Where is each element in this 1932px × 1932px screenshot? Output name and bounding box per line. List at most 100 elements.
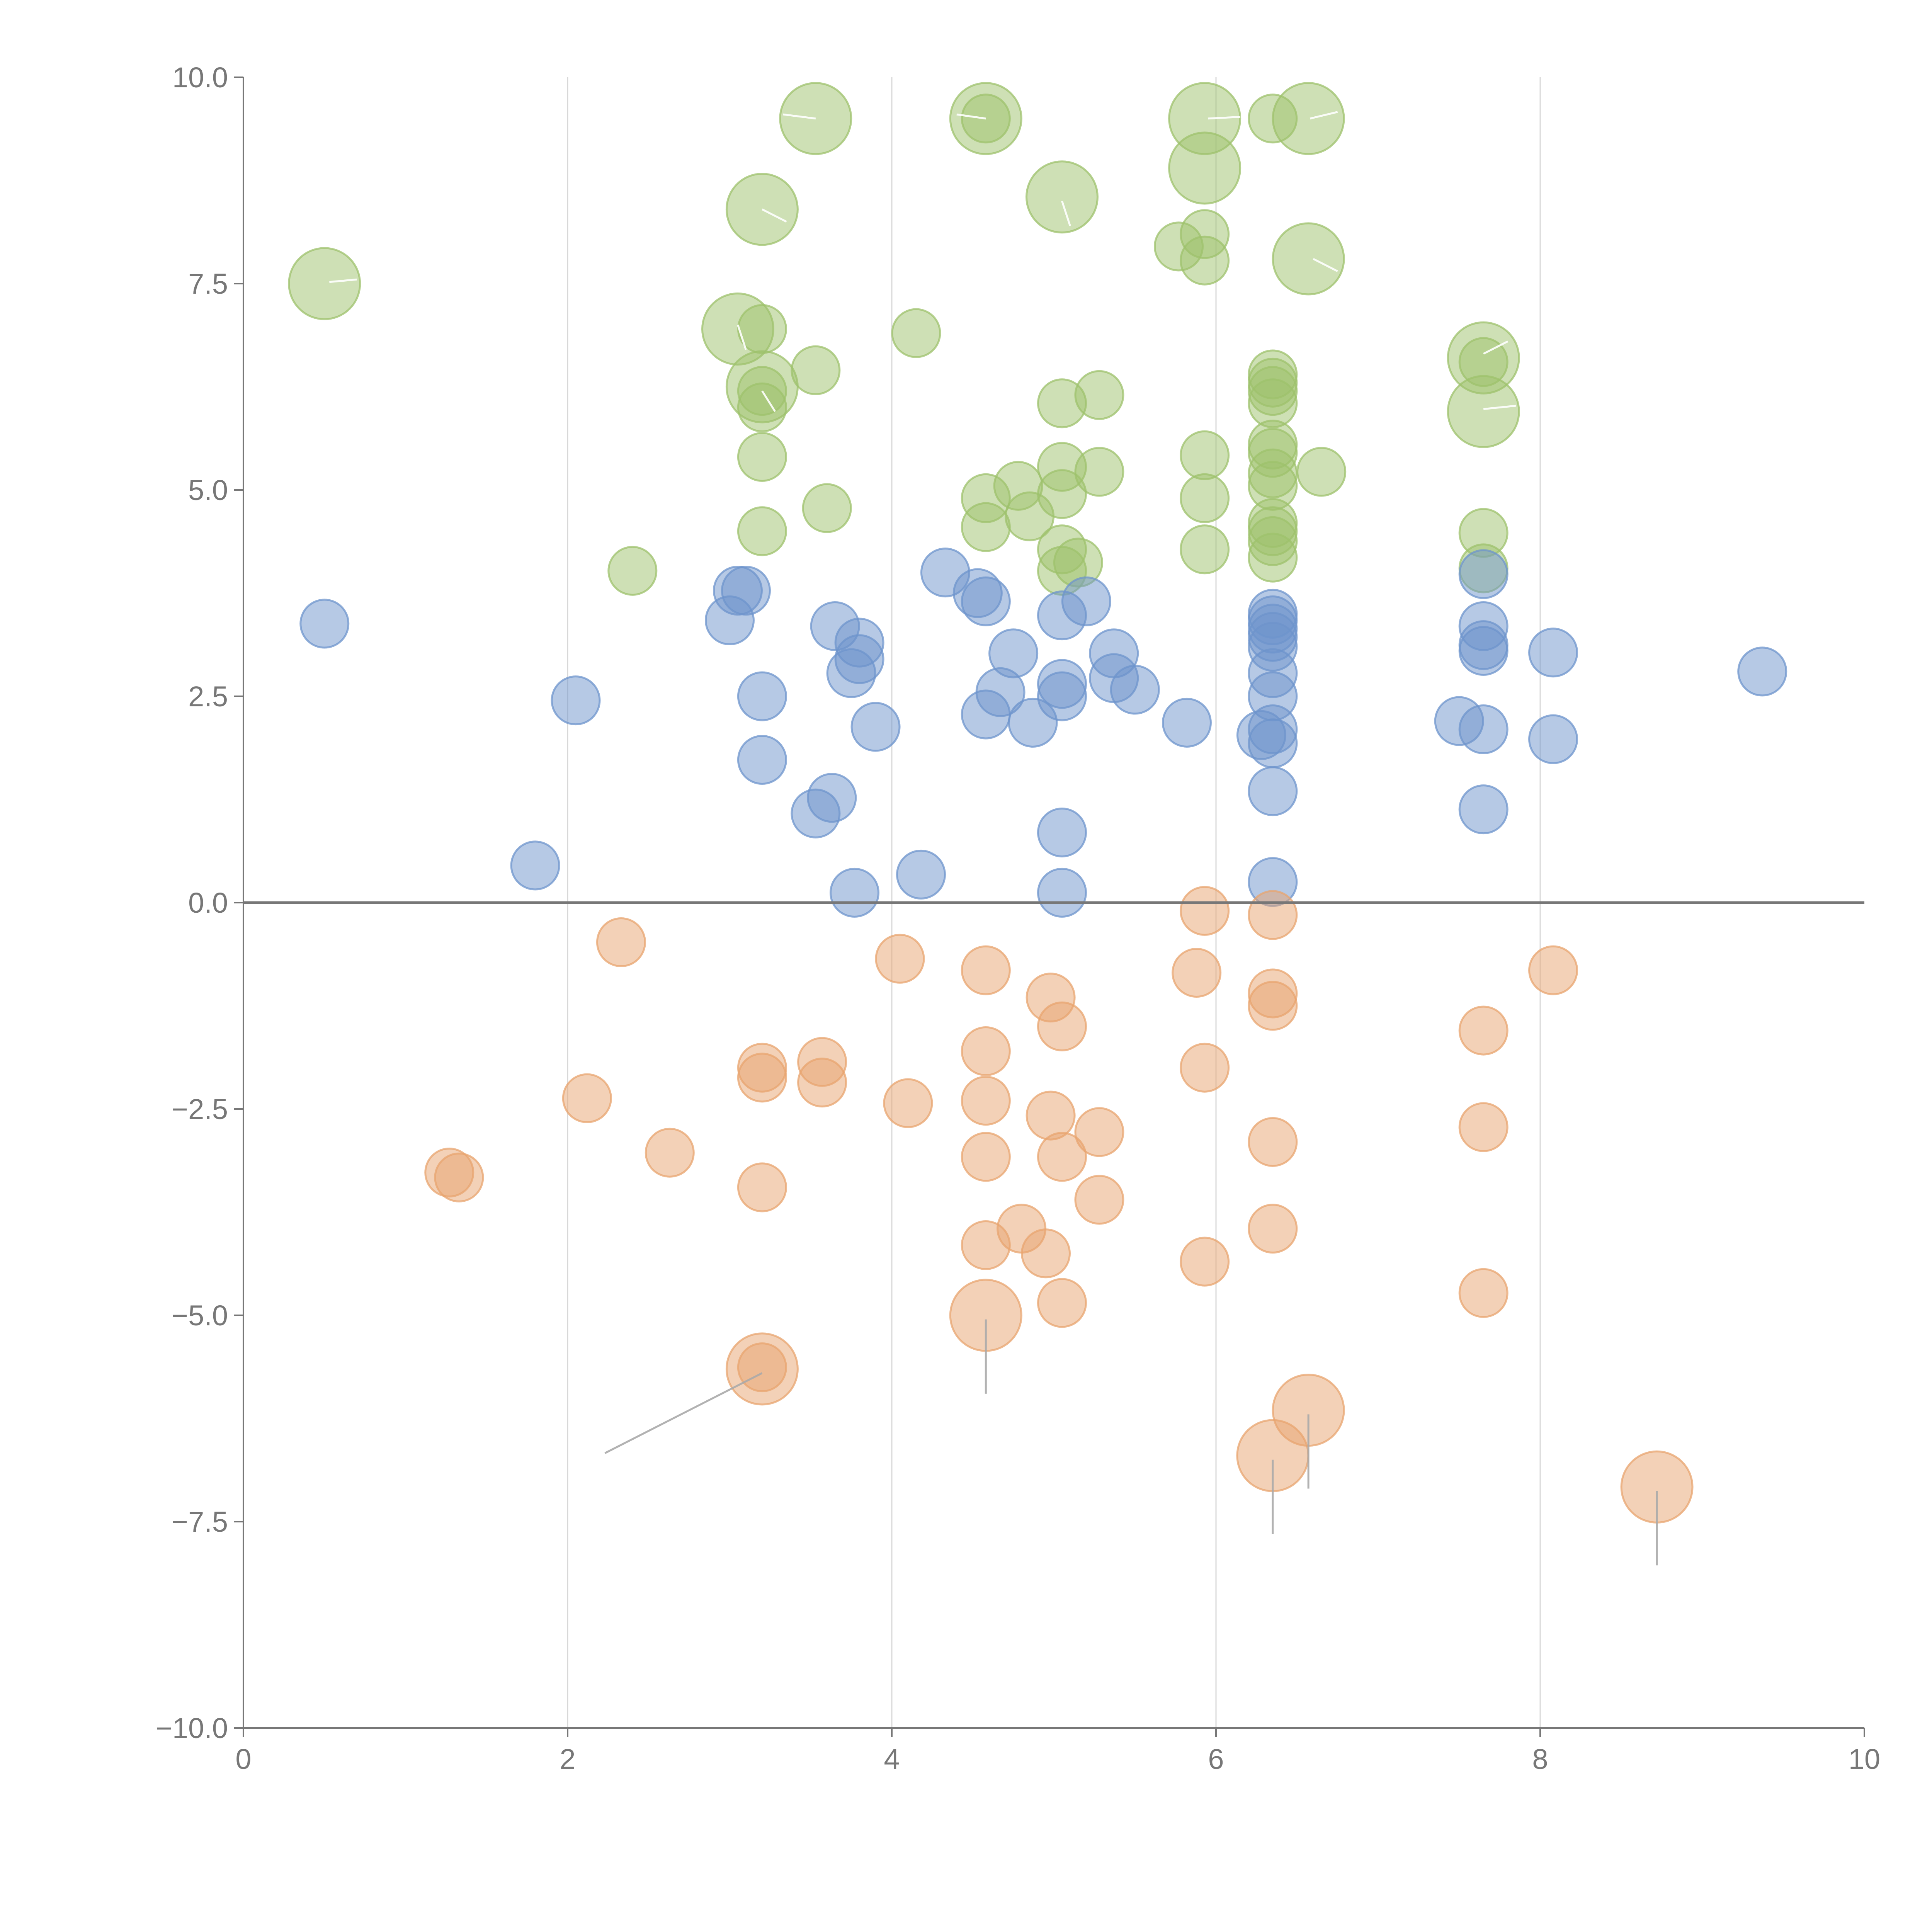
data-point-blue bbox=[850, 702, 901, 752]
data-point-green bbox=[1180, 235, 1230, 286]
data-point-orange bbox=[1248, 1204, 1298, 1254]
data-point-green bbox=[737, 432, 787, 482]
y-tick-label: 7.5 bbox=[188, 268, 228, 300]
data-point-blue bbox=[737, 735, 787, 785]
data-point-orange bbox=[1180, 886, 1230, 936]
data-point-orange bbox=[875, 934, 925, 984]
annotation-leader-line bbox=[1483, 340, 1509, 355]
x-tick-label: 2 bbox=[560, 1743, 575, 1775]
x-tick-label: 4 bbox=[884, 1743, 900, 1775]
data-point-orange bbox=[1458, 1268, 1509, 1318]
data-point-blue bbox=[1008, 697, 1058, 748]
annotation-leader-line bbox=[329, 278, 357, 283]
data-point-orange bbox=[797, 1058, 847, 1108]
data-point-green bbox=[607, 546, 658, 596]
x-tick-label: 8 bbox=[1532, 1743, 1548, 1775]
data-point-blue bbox=[826, 648, 876, 698]
data-point-green bbox=[725, 173, 799, 246]
annotation-leader-line bbox=[737, 325, 747, 350]
data-point-green bbox=[891, 308, 941, 358]
data-point-orange bbox=[645, 1128, 695, 1178]
data-point-blue bbox=[830, 867, 880, 918]
data-point-orange bbox=[1180, 1043, 1230, 1093]
data-point-orange bbox=[961, 1076, 1011, 1126]
data-point-blue bbox=[1162, 697, 1212, 748]
data-point-green bbox=[1074, 447, 1124, 497]
data-point-green bbox=[1025, 160, 1099, 234]
data-point-orange bbox=[961, 1026, 1011, 1076]
data-point-orange bbox=[1248, 1117, 1298, 1167]
data-point-blue bbox=[299, 599, 350, 649]
data-point-orange bbox=[1037, 1001, 1087, 1051]
y-tick-label: −7.5 bbox=[172, 1506, 228, 1538]
annotation-leader-line bbox=[762, 208, 787, 223]
data-point-blue bbox=[791, 788, 841, 838]
data-point-blue bbox=[1458, 549, 1509, 599]
y-tick-label: −10.0 bbox=[156, 1712, 228, 1744]
data-point-blue bbox=[1110, 665, 1160, 715]
data-point-orange bbox=[1180, 1236, 1230, 1287]
data-point-blue bbox=[1458, 784, 1509, 835]
data-point-green bbox=[1180, 524, 1230, 575]
data-point-orange bbox=[961, 1132, 1011, 1182]
x-tick-label: 0 bbox=[235, 1743, 251, 1775]
data-point-green bbox=[791, 345, 841, 395]
annotation-leader-line bbox=[1208, 116, 1241, 120]
data-point-blue bbox=[510, 840, 560, 891]
annotation-leader-line bbox=[604, 1372, 763, 1454]
data-point-orange bbox=[1074, 1175, 1124, 1225]
y-tick-label: 10.0 bbox=[172, 61, 228, 94]
data-point-blue bbox=[896, 849, 946, 900]
leader-layer bbox=[329, 111, 1658, 1566]
data-point-orange bbox=[737, 1162, 787, 1213]
data-point-green bbox=[1296, 447, 1347, 497]
data-point-orange bbox=[961, 1220, 1011, 1270]
annotation-leader-line bbox=[1310, 111, 1338, 120]
y-tick-label: 2.5 bbox=[188, 680, 228, 713]
data-point-blue bbox=[1458, 704, 1509, 754]
data-point-blue bbox=[1248, 766, 1298, 816]
data-point-blue bbox=[1528, 714, 1578, 764]
data-point-orange bbox=[1021, 1228, 1071, 1279]
data-point-blue bbox=[961, 689, 1011, 740]
data-point-green bbox=[1248, 94, 1298, 144]
data-point-green bbox=[288, 247, 361, 320]
annotation-leader-line bbox=[1313, 258, 1338, 272]
points-layer bbox=[243, 82, 1864, 1524]
y-tick-label: 5.0 bbox=[188, 474, 228, 506]
y-tick-label: −5.0 bbox=[172, 1299, 228, 1332]
annotation-leader-line bbox=[956, 113, 986, 120]
data-point-green bbox=[737, 382, 787, 432]
data-point-blue bbox=[1248, 588, 1298, 639]
data-point-blue bbox=[737, 671, 787, 721]
data-point-orange bbox=[737, 1053, 787, 1103]
y-tick-label: −2.5 bbox=[172, 1093, 228, 1125]
data-point-orange bbox=[434, 1152, 484, 1202]
data-point-green bbox=[1447, 375, 1520, 448]
data-point-green bbox=[1180, 473, 1230, 523]
data-point-orange bbox=[1172, 948, 1222, 998]
data-point-blue bbox=[1458, 601, 1509, 651]
data-point-green bbox=[1168, 131, 1242, 205]
data-point-blue bbox=[551, 675, 601, 726]
data-point-orange bbox=[1528, 945, 1578, 995]
data-point-orange bbox=[961, 945, 1011, 995]
data-point-orange bbox=[1248, 981, 1298, 1031]
data-point-green bbox=[1272, 222, 1345, 296]
data-point-green bbox=[961, 502, 1011, 552]
y-axis-ticks: 10.0 7.5 5.0 2.5 0.0 −2.5 −5.0 −7.5 −10.0 bbox=[156, 61, 243, 1744]
data-point-orange bbox=[562, 1073, 612, 1123]
y-tick-label: 0.0 bbox=[188, 887, 228, 919]
data-point-green bbox=[1248, 532, 1298, 583]
data-point-green bbox=[1074, 370, 1124, 420]
data-point-blue bbox=[1528, 628, 1578, 678]
data-point-green bbox=[802, 483, 852, 533]
data-point-green bbox=[1180, 430, 1230, 480]
data-point-orange bbox=[737, 1342, 787, 1393]
data-point-blue bbox=[961, 576, 1011, 626]
data-point-orange bbox=[1037, 1278, 1087, 1328]
data-point-blue bbox=[705, 595, 755, 645]
data-point-blue bbox=[1037, 590, 1087, 641]
annotation-leader-line bbox=[1483, 405, 1516, 410]
